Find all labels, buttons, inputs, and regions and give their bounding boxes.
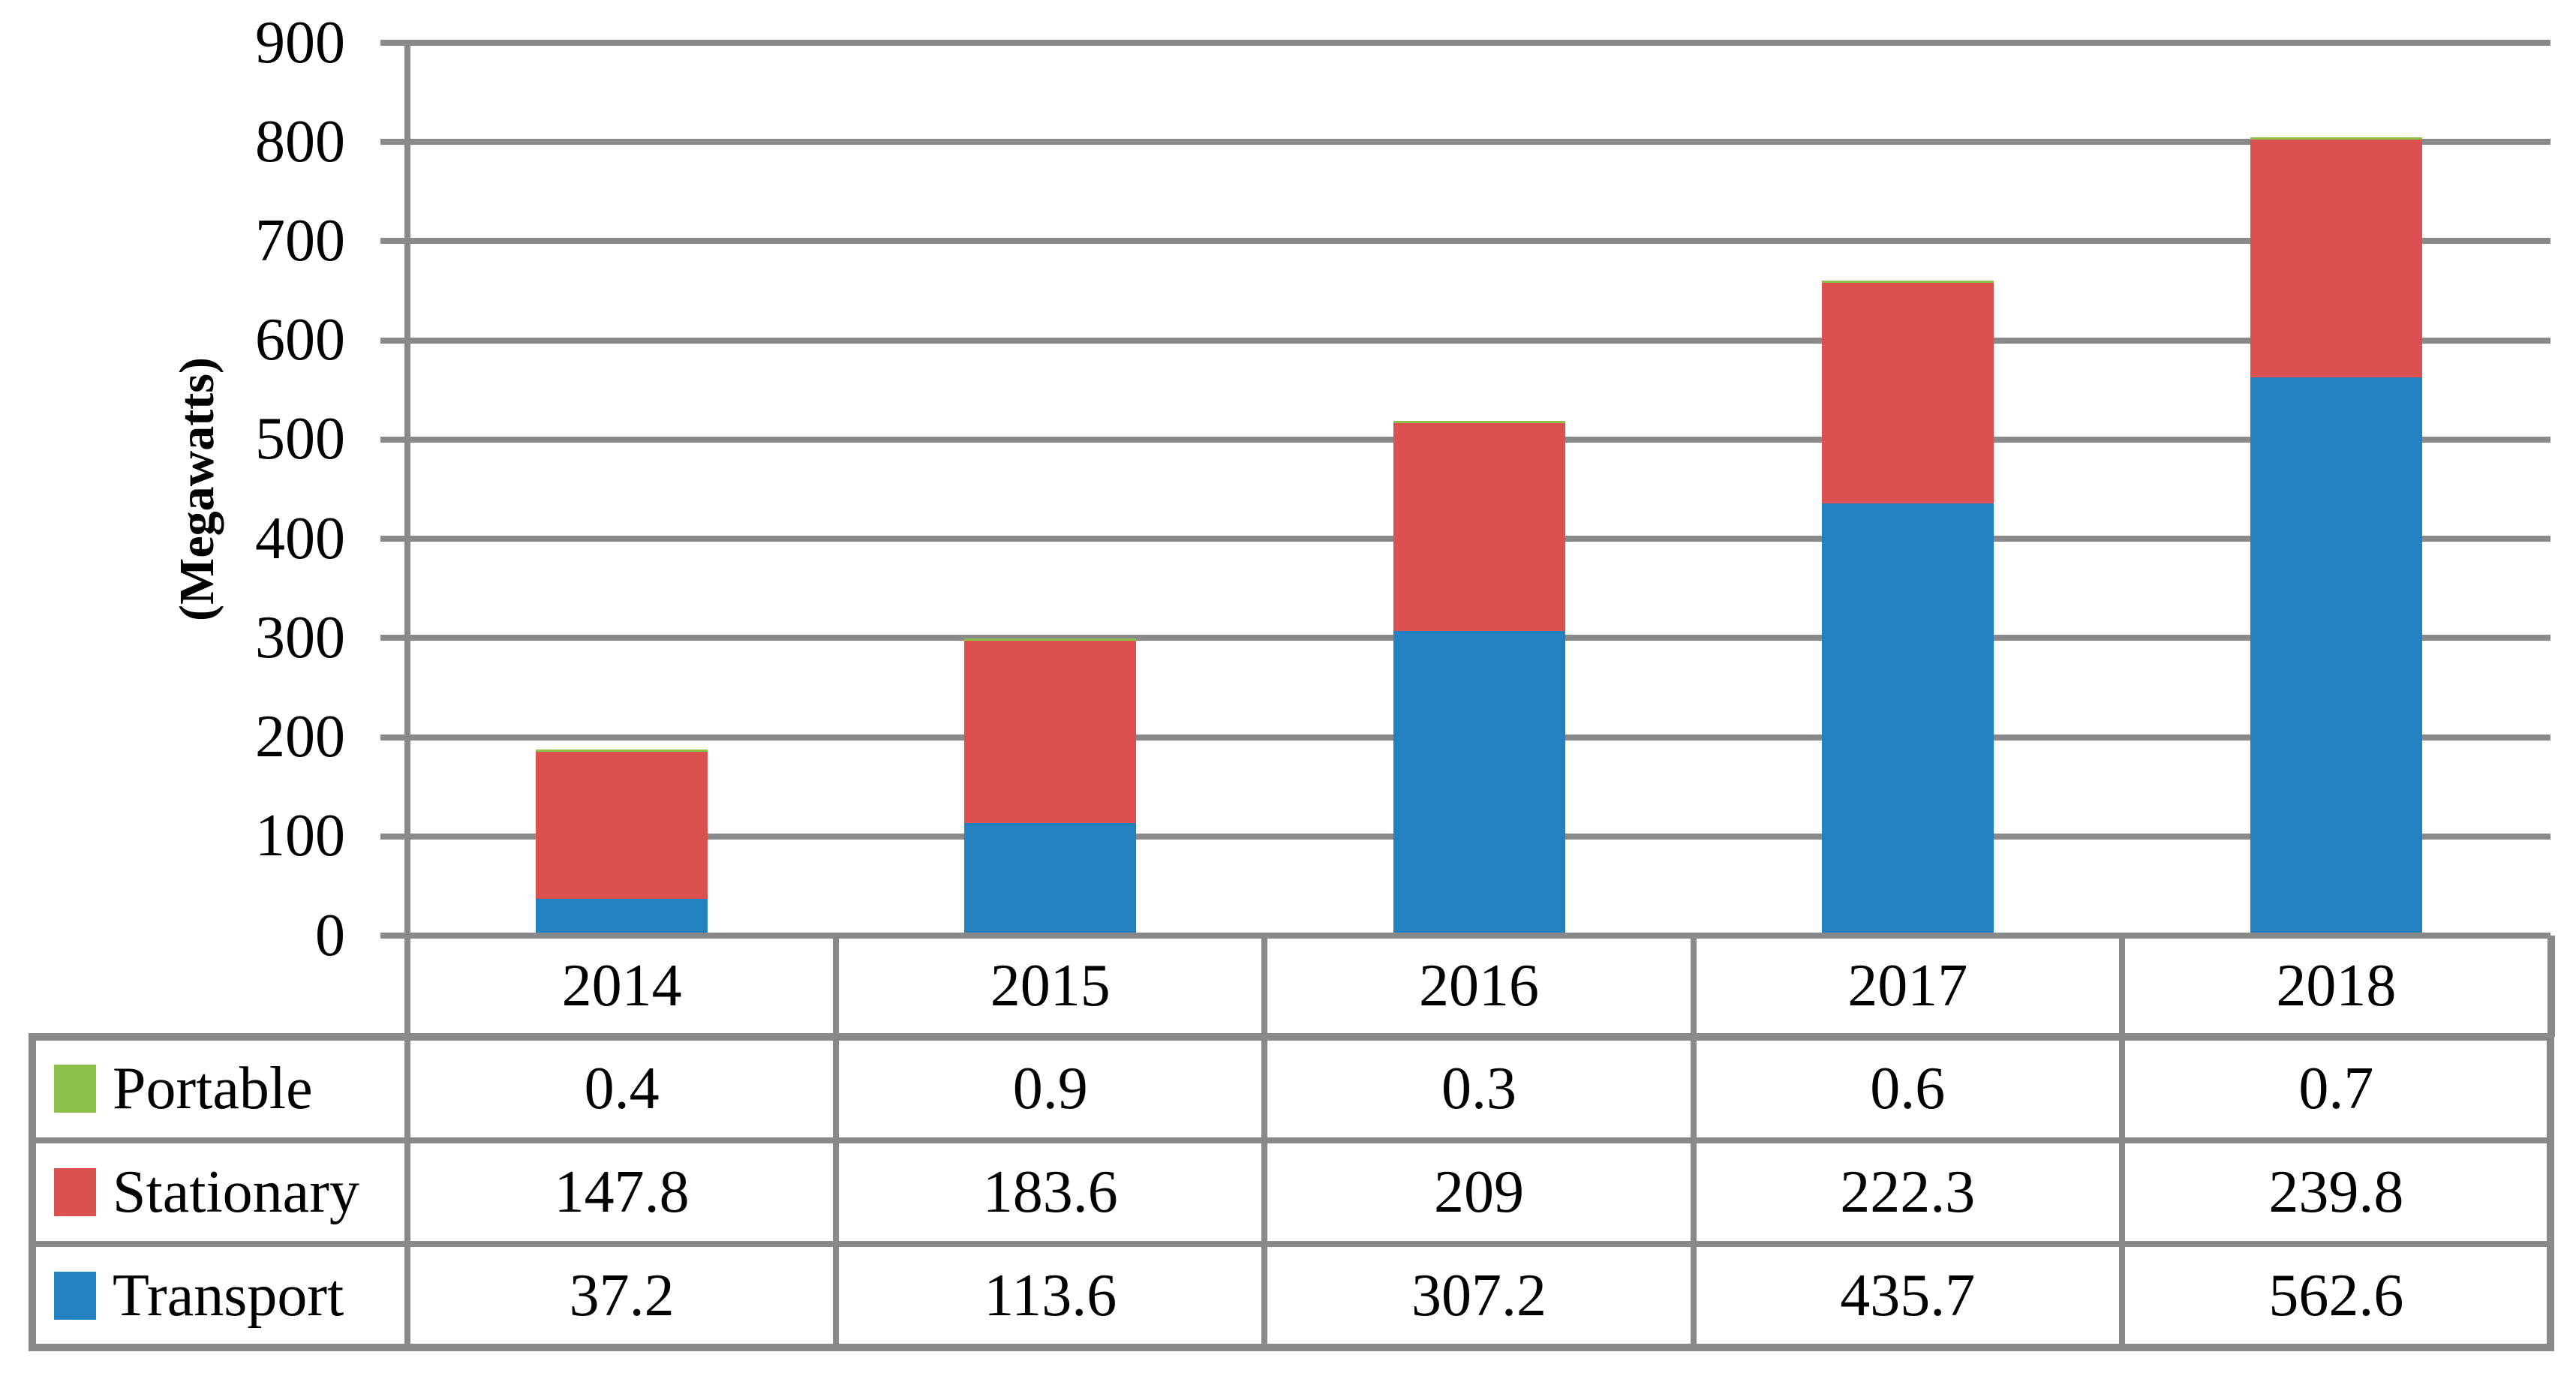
table-column-separator [1261,1037,1268,1347]
value-cell-transport-2016: 307.2 [1411,1262,1547,1329]
value-cell-stationary-2015: 183.6 [982,1158,1118,1225]
table-border-left [29,1033,36,1351]
y-axis-tick-0 [380,933,407,939]
gridline-800 [407,139,2550,146]
value-cell-stationary-2018: 239.8 [2268,1158,2404,1225]
y-tick-label-500: 500 [255,406,345,473]
bar-segment-portable-2016 [1393,421,1565,424]
bar-segment-transport-2017 [1821,503,1994,936]
value-cell-portable-2016: 0.3 [1441,1055,1516,1122]
table-border-top [29,1033,2554,1041]
bar-segment-stationary-2015 [964,641,1137,823]
table-column-separator [404,1037,410,1347]
year-column-separator [1690,936,1697,1037]
y-tick-label-0: 0 [315,902,345,969]
value-cell-stationary-2017: 222.3 [1840,1158,1976,1225]
bar-segment-portable-2018 [2250,137,2422,140]
y-tick-label-800: 800 [255,108,345,175]
value-cell-portable-2015: 0.9 [1012,1055,1088,1122]
x-axis-line [407,933,2550,939]
value-cell-portable-2018: 0.7 [2298,1055,2374,1122]
bar-segment-portable-2017 [1821,280,1994,283]
table-column-separator [833,1037,840,1347]
y-axis-tick-300 [380,635,407,641]
gridline-700 [407,238,2550,245]
value-cell-transport-2017: 435.7 [1840,1262,1976,1329]
y-tick-label-900: 900 [255,9,345,76]
year-cell-2017: 2017 [1847,953,1968,1019]
value-cell-portable-2014: 0.4 [584,1055,660,1122]
y-axis-tick-700 [380,238,407,245]
bar-segment-portable-2014 [536,750,708,753]
table-row-separator [32,1137,2550,1143]
bar-segment-stationary-2016 [1393,423,1565,631]
gridline-600 [407,337,2550,344]
y-tick-label-400: 400 [255,505,345,572]
legend-label-transport: Transport [113,1262,344,1329]
year-column-separator [1261,936,1268,1037]
value-cell-stationary-2014: 147.8 [554,1158,690,1225]
y-tick-label-600: 600 [255,307,345,374]
bar-segment-transport-2016 [1393,630,1565,936]
y-axis-tick-600 [380,337,407,344]
year-column-separator [2118,936,2125,1037]
gridline-900 [407,40,2550,46]
table-row-separator [32,1241,2550,1247]
bar-segment-transport-2015 [964,822,1137,936]
year-cell-2018: 2018 [2276,953,2397,1019]
legend-label-portable: Portable [113,1055,313,1122]
table-column-separator [2118,1037,2125,1347]
value-cell-transport-2014: 37.2 [569,1262,675,1329]
bar-segment-stationary-2018 [2250,140,2422,378]
y-axis-tick-900 [380,40,407,46]
y-tick-label-200: 200 [255,704,345,771]
bar-segment-transport-2014 [536,898,708,936]
value-cell-stationary-2016: 209 [1433,1158,1524,1225]
table-column-separator [1690,1037,1697,1347]
y-axis-tick-500 [380,436,407,443]
bar-segment-stationary-2014 [536,752,708,899]
bar-segment-stationary-2017 [1821,282,1994,503]
year-cell-2015: 2015 [990,953,1111,1019]
year-cell-2016: 2016 [1418,953,1539,1019]
y-axis-tick-100 [380,833,407,840]
legend-label-stationary: Stationary [113,1158,359,1225]
table-border-right [2547,1033,2554,1351]
y-tick-label-100: 100 [255,803,345,870]
value-cell-transport-2015: 113.6 [984,1262,1117,1329]
legend-swatch-transport-icon [54,1272,96,1320]
legend-swatch-portable-icon [54,1065,96,1113]
y-axis-tick-200 [380,734,407,741]
year-column-separator [833,936,840,1037]
y-tick-label-700: 700 [255,207,345,274]
value-cell-transport-2018: 562.6 [2268,1262,2404,1329]
value-cell-portable-2017: 0.6 [1870,1055,1946,1122]
bar-segment-transport-2018 [2250,377,2422,936]
year-cell-2014: 2014 [561,953,682,1019]
y-tick-label-300: 300 [255,604,345,671]
y-axis-line [404,43,410,1037]
table-border-bottom [29,1344,2554,1351]
year-column-separator [2547,936,2555,1037]
y-axis-tick-400 [380,536,407,542]
y-axis-tick-800 [380,139,407,146]
bar-segment-portable-2015 [964,638,1137,641]
legend-swatch-stationary-icon [54,1168,96,1216]
